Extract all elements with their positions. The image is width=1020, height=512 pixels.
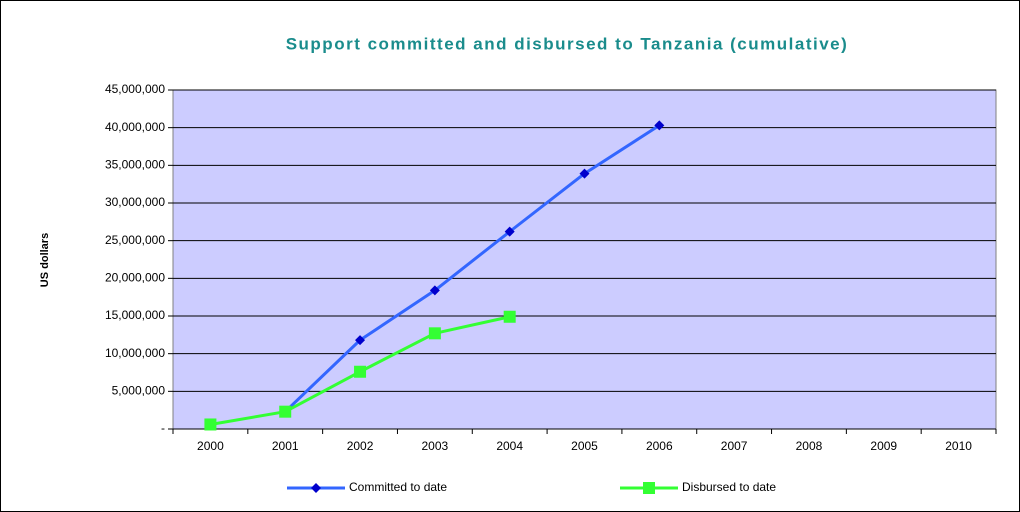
y-tick-label: 25,000,000 <box>105 233 165 247</box>
marker <box>354 365 367 378</box>
y-tick-label: 45,000,000 <box>105 82 165 96</box>
x-tick-label: 2006 <box>646 439 673 453</box>
chart-title: Support committed and disbursed to Tanza… <box>286 34 849 53</box>
marker <box>643 482 655 494</box>
x-tick-label: 2005 <box>571 439 598 453</box>
marker <box>654 120 665 131</box>
marker <box>355 335 366 346</box>
marker <box>428 327 441 340</box>
marker <box>279 405 292 418</box>
x-tick-label: 2001 <box>272 439 299 453</box>
x-tick-label: 2002 <box>347 439 374 453</box>
y-tick-label: 30,000,000 <box>105 195 165 209</box>
y-tick-label: 5,000,000 <box>112 384 166 398</box>
x-tick-label: 2008 <box>796 439 823 453</box>
x-tick-label: 2004 <box>496 439 523 453</box>
marker <box>204 418 217 431</box>
marker <box>579 168 590 179</box>
y-tick-label: 40,000,000 <box>105 120 165 134</box>
x-tick-label: 2003 <box>422 439 449 453</box>
x-tick-label: 2010 <box>945 439 972 453</box>
y-tick-label: 10,000,000 <box>105 346 165 360</box>
marker <box>311 483 321 493</box>
legend-label: Disbursed to date <box>682 480 776 494</box>
y-tick-label: 20,000,000 <box>105 271 165 285</box>
plot-area <box>172 89 997 430</box>
marker <box>429 285 440 296</box>
marker <box>504 226 515 237</box>
x-tick-label: 2007 <box>721 439 748 453</box>
y-axis-label: US dollars <box>39 233 51 287</box>
legend-label: Committed to date <box>349 480 447 494</box>
x-tick-label: 2000 <box>197 439 224 453</box>
y-tick-label: - <box>161 421 165 435</box>
marker <box>503 310 516 323</box>
y-tick-label: 15,000,000 <box>105 308 165 322</box>
y-tick-label: 35,000,000 <box>105 158 165 172</box>
series-line <box>284 124 661 413</box>
x-tick-label: 2009 <box>870 439 897 453</box>
